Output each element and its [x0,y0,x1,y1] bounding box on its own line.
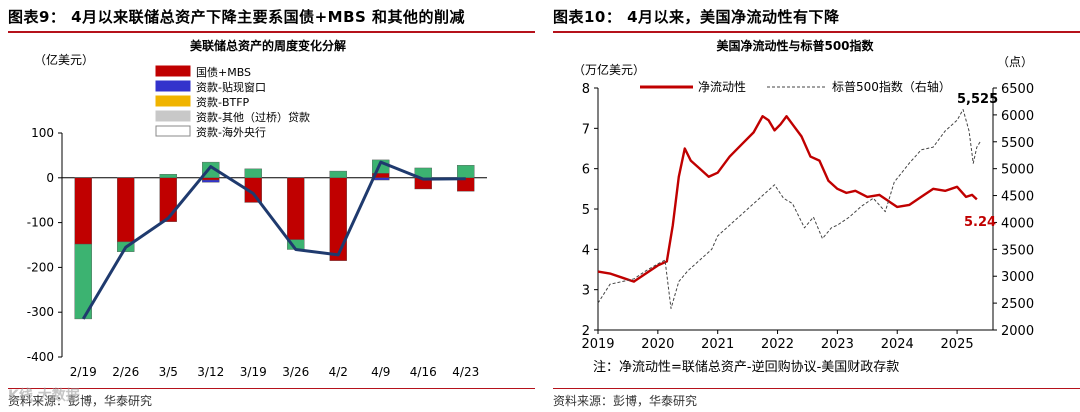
right-y-right-tick-label: 4500 [1001,190,1034,205]
right-y-right-tick-label: 2000 [1001,324,1034,339]
right-y-left-tick-label: 6 [582,163,590,178]
left-x-tick-label: 4/9 [371,365,390,379]
left-x-tick-label: 4/23 [452,365,479,379]
right-figure-title: 图表10： 4月以来，美国净流动性有下降 [553,8,840,26]
right-x-tick-label: 2019 [581,337,614,352]
legend-swatch [155,110,191,122]
right-x-tick-label: 2024 [881,337,914,352]
right-x-tick-label: 2022 [761,337,794,352]
net-liquidity-last-value-label: 5.24 [964,215,996,230]
legend-label: 资款-其他（过桥）贷款 [196,110,310,124]
legend-label-sp500: 标普500指数（右轴） [832,79,951,94]
sp500-line [597,109,982,309]
right-chart: 美国净流动性与标普500指数 （万亿美元） （点） 净流动性 标普500指数（右轴） 2 3… [573,38,1034,375]
right-y-left-label: （万亿美元） [573,62,645,77]
right-y-right-tick-label: 6500 [1001,82,1034,97]
right-figure-panel: 图表10： 4月以来，美国净流动性有下降 美国净流动性与标普500指数 （万亿美元… [545,0,1080,412]
right-y-right-tick-label: 3000 [1001,270,1034,285]
left-figure-title: 图表9： 4月以来联储总资产下降主要系国债+MBS 和其他的削减 [8,8,466,26]
left-title-rule [8,31,535,33]
bar-segment [329,177,347,261]
right-y-right-tick-label: 6000 [1001,109,1034,124]
legend-label: 资款-海外央行 [196,125,266,139]
right-y-right-tick-label: 5500 [1001,136,1034,151]
right-x-tick-label: 2025 [941,337,974,352]
left-y-tick-label: 100 [31,126,54,140]
right-y-right-tick-label: 2500 [1001,297,1034,312]
left-source: 资料来源：彭博，华泰研究 [8,394,153,408]
bar-segment [287,177,305,240]
left-y-tick-label: -300 [27,305,54,319]
left-y-tick-label: -200 [27,260,54,274]
right-y-left-tick-label: 5 [582,203,590,218]
bar-segment [244,168,262,178]
right-y-left-tick-label: 7 [582,122,590,137]
right-y-left-tick-label: 3 [582,284,590,299]
left-x-tick-label: 3/19 [240,365,267,379]
left-footer-rule [8,388,535,389]
right-source: 资料来源：彭博，华泰研究 [553,394,698,408]
bar-segment [202,179,220,183]
right-footer-rule [553,388,1080,389]
left-chart-title: 美联储总资产的周度变化分解 [190,38,346,53]
right-y-right-tick-label: 5000 [1001,163,1034,178]
sp500-last-value-label: 5,525 [957,92,998,107]
right-x-tick-label: 2021 [701,337,734,352]
right-title-rule [553,31,1080,33]
left-x-tick-label: 3/5 [159,365,178,379]
total-line [81,160,466,320]
right-y-right-label: （点） [997,55,1033,69]
left-x-tick-label: 2/19 [70,365,97,379]
bar-segment [202,177,220,181]
left-y-tick-label: -100 [27,216,54,230]
left-y-tick-label: -400 [27,350,54,364]
right-y-left-tick-label: 4 [582,243,590,258]
right-chart-title: 美国净流动性与标普500指数 [716,38,874,53]
right-y-right-tick-label: 4000 [1001,216,1034,231]
left-x-tick-label: 4/16 [410,365,437,379]
left-x-tick-label: 3/26 [282,365,309,379]
left-chart: 美联储总资产的周度变化分解（亿美元）国债+MBS资款-贴现窗口资款-BTFP资款… [27,38,487,379]
left-x-tick-label: 4/2 [329,365,348,379]
right-chart-note: 注：净流动性=联储总资产-逆回购协议-美国财政存款 [593,359,899,375]
bar-segment [74,177,92,245]
right-y-right-tick-label: 3500 [1001,243,1034,258]
left-y-axis-label: （亿美元） [34,52,94,67]
legend-swatch [155,95,191,107]
bar-segment [159,177,177,222]
left-x-tick-label: 2/26 [112,365,139,379]
legend-swatch [155,80,191,92]
bar-segment [329,170,347,179]
bar-segment [457,165,475,178]
right-y-left-tick-label: 2 [582,324,590,339]
legend-swatch [155,125,191,137]
right-y-left-tick-label: 8 [582,82,590,97]
legend-label: 资款-贴现窗口 [196,80,266,94]
bar-segment [117,177,135,243]
legend-label: 国债+MBS [196,65,251,79]
right-x-tick-label: 2023 [821,337,854,352]
bar-segment [159,174,177,179]
left-figure-panel: 图表9： 4月以来联储总资产下降主要系国债+MBS 和其他的削减 美联储总资产的… [0,0,535,412]
right-x-tick-label: 2020 [641,337,674,352]
left-y-tick-label: 0 [46,171,54,185]
left-x-tick-label: 3/12 [197,365,224,379]
legend-label: 资款-BTFP [196,95,250,109]
legend-label-net-liquidity: 净流动性 [698,80,746,94]
legend-swatch [155,65,191,77]
net-liquidity-line [597,115,978,283]
